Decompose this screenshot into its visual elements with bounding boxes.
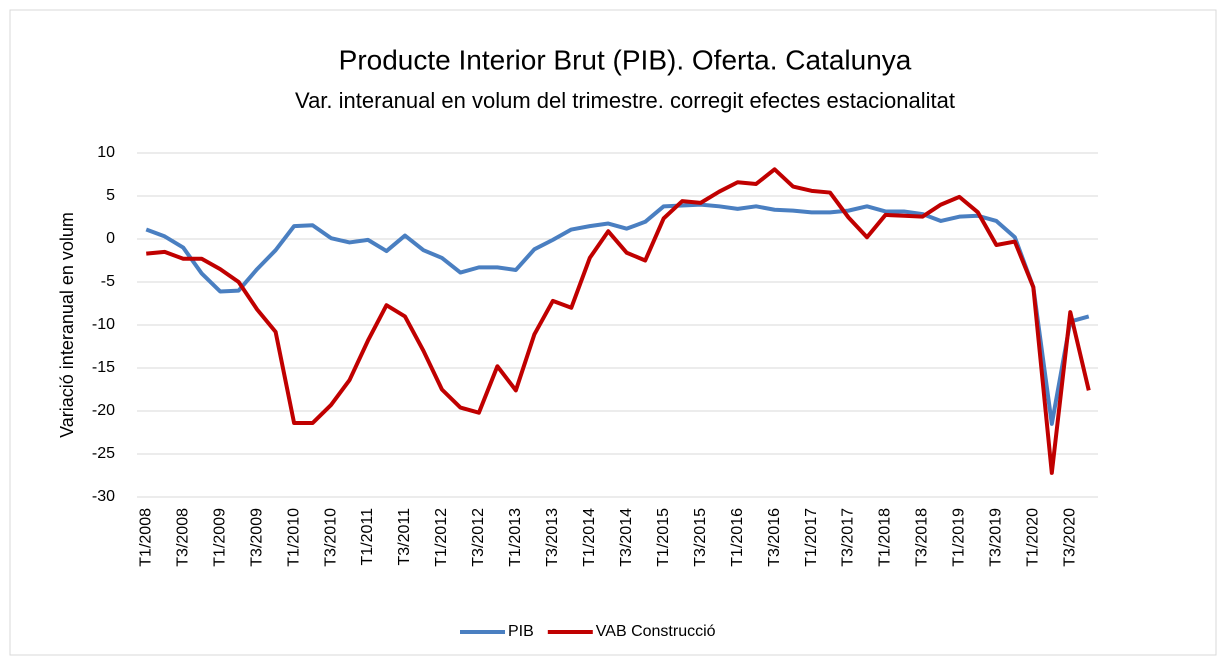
y-tick-label: 10 (97, 144, 115, 161)
legend-label: VAB Construcció (596, 623, 716, 640)
series-line (145, 202, 1090, 426)
x-tick-label: T3/2011 (396, 508, 413, 566)
x-tick-label: T3/2017 (840, 508, 857, 567)
chart-title: Producte Interior Brut (PIB). Oferta. Ca… (339, 44, 912, 75)
y-tick-label: 0 (106, 230, 115, 247)
y-tick-label: 5 (106, 187, 115, 204)
x-tick-label: T1/2015 (655, 508, 672, 567)
x-tick-label: T3/2009 (248, 508, 265, 567)
y-tick-label: -20 (92, 402, 115, 419)
x-tick-label: T3/2014 (618, 508, 635, 567)
y-tick-label: -10 (92, 316, 115, 333)
x-tick-label: T3/2015 (692, 508, 709, 567)
chart-subtitle: Var. interanual en volum del trimestre. … (295, 88, 955, 113)
y-axis-title: Variació interanual en volum (57, 212, 77, 438)
x-tick-label: T1/2017 (803, 508, 820, 567)
x-tick-label: T3/2010 (322, 508, 339, 567)
x-tick-label: T1/2008 (137, 508, 154, 567)
x-tick-label: T1/2020 (1025, 508, 1042, 567)
x-tick-label: T3/2008 (174, 508, 191, 567)
x-tick-label: T1/2013 (507, 508, 524, 567)
x-tick-label: T1/2012 (433, 508, 450, 567)
series-line (146, 167, 1091, 475)
x-tick-label: T1/2019 (951, 508, 968, 567)
x-tick-label: T3/2020 (1061, 508, 1078, 567)
y-tick-label: -15 (92, 359, 115, 376)
y-tick-label: -25 (92, 445, 115, 462)
x-tick-label: T3/2013 (544, 508, 561, 567)
chart-frame (9, 9, 1217, 656)
x-tick-label: T3/2019 (988, 508, 1005, 567)
x-tick-label: T1/2014 (581, 508, 598, 567)
x-tick-label: T3/2016 (766, 508, 783, 567)
x-tick-label: T1/2018 (877, 508, 894, 567)
x-tick-label: T3/2012 (470, 508, 487, 567)
y-tick-label: -30 (92, 488, 115, 505)
x-tick-label: T1/2011 (359, 508, 376, 566)
x-tick-label: T1/2016 (729, 508, 746, 567)
legend-label: PIB (508, 623, 534, 640)
y-tick-label: -5 (101, 273, 115, 290)
x-tick-label: T1/2009 (211, 508, 228, 567)
x-tick-label: T3/2018 (914, 508, 931, 567)
x-tick-label: T1/2010 (285, 508, 302, 567)
